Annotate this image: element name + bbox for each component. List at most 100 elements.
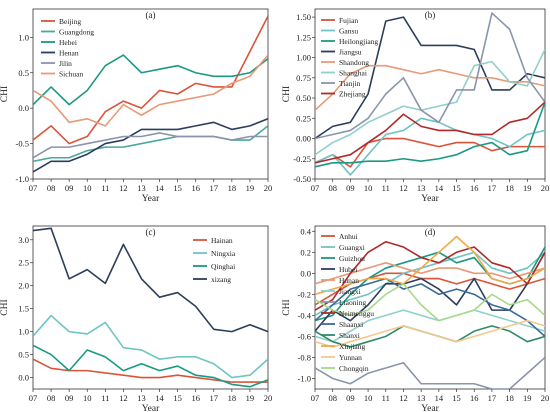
series-line-zhejiang	[315, 101, 545, 164]
y-tick-label: 0.4	[300, 226, 311, 236]
y-tick-label: -0.8	[298, 352, 311, 362]
x-tick-label: 15	[452, 183, 461, 193]
y-tick-label: 0.0	[18, 103, 29, 113]
series-line-qinghai	[33, 344, 268, 388]
x-tick-label: 17	[210, 393, 219, 403]
panel-b: (b) 07 08 09 10 11 12 13 14 15 16 17 18 19 20 -0.50 -0.2…	[282, 8, 549, 204]
x-tick-label: 08	[47, 393, 56, 403]
legend-label: Jiangxi	[339, 287, 361, 296]
series-line-chongqin	[315, 283, 545, 322]
series-line-liaoning	[315, 356, 545, 389]
x-tick-label: 11	[101, 183, 109, 193]
x-tick-label: 08	[47, 183, 56, 193]
legend-label: Tianjin	[339, 79, 361, 88]
y-tick-label: -0.2	[298, 289, 311, 299]
x-tick-label: 20	[264, 183, 273, 193]
x-tick-label: 13	[137, 393, 146, 403]
x-tick-label: 20	[264, 393, 273, 403]
panel-label: (c)	[146, 227, 156, 237]
legend-label: Neimenggu	[339, 309, 374, 318]
x-tick-label: 10	[83, 183, 92, 193]
y-tick-label: -0.25	[293, 154, 311, 164]
x-tick-label: 11	[101, 393, 109, 403]
legend-label: Heilongjiang	[339, 37, 378, 46]
x-tick-label: 15	[452, 393, 461, 403]
series-line-tianjin	[315, 12, 545, 140]
x-tick-label: 08	[328, 183, 337, 193]
y-tick-label: -1.0	[298, 373, 311, 383]
x-tick-label: 12	[399, 393, 408, 403]
series-group	[33, 15, 268, 173]
y-tick-label: 1.50	[296, 12, 311, 22]
x-tick-label: 14	[155, 183, 164, 193]
series-group	[33, 227, 268, 388]
y-axis-title: CHI	[0, 86, 10, 102]
series-line-yunnan	[315, 319, 545, 348]
legend-label: Jiangsu	[339, 47, 362, 56]
panel-label: (b)	[425, 10, 436, 20]
legend-label: Beijing	[59, 17, 81, 26]
y-tick-label: 1.5	[18, 304, 29, 314]
x-tick-label: 16	[470, 393, 479, 403]
series-line-jilin	[33, 132, 268, 159]
legend-label: Chongqin	[339, 364, 369, 373]
y-tick-label: 2.0	[18, 281, 29, 291]
x-axis-title: Year	[421, 404, 439, 412]
x-tick-label: 10	[83, 393, 92, 403]
y-tick-label: -0.4	[298, 310, 312, 320]
panel-a: (a) 07 08 09 10 11 12 13 14 15 16 17 18 19 20 -1.0 -0.5 0…	[0, 8, 273, 204]
panel-label: (a)	[146, 10, 156, 20]
legend-label: Hubei	[339, 265, 357, 274]
x-tick-label: 17	[488, 393, 497, 403]
y-tick-label: 0.25	[296, 113, 311, 123]
x-tick-label: 09	[65, 393, 74, 403]
legend-label: Xinjiang	[339, 342, 365, 351]
x-tick-label: 09	[65, 183, 74, 193]
x-axis-title: Year	[421, 194, 439, 204]
x-tick-label: 18	[505, 183, 514, 193]
series-group	[315, 12, 545, 176]
y-tick-label: -0.5	[16, 139, 29, 149]
y-tick-label: -0.6	[298, 331, 311, 341]
x-tick-label: 16	[191, 393, 200, 403]
series-group	[315, 235, 545, 389]
legend-label: Ningxia	[211, 249, 236, 258]
y-tick-label: -1.0	[16, 174, 29, 184]
series-line-hebei	[33, 54, 268, 106]
legend-label: Guangdong	[59, 27, 94, 36]
x-tick-label: 08	[328, 393, 337, 403]
y-tick-label: 0.00	[296, 134, 311, 144]
x-tick-label: 19	[523, 393, 532, 403]
y-tick-label: 1.25	[296, 32, 311, 42]
series-line-hainan	[33, 358, 268, 383]
series-line-shanghai	[315, 49, 545, 156]
panel-label: (d)	[425, 227, 436, 237]
x-tick-label: 12	[119, 183, 128, 193]
plot-frame	[314, 225, 546, 390]
series-line-jiangsu	[315, 16, 545, 140]
series-line-henan	[33, 118, 268, 173]
series-line-jiangxi	[315, 309, 545, 343]
plot-frame	[32, 225, 269, 390]
legend-label: Guizhou	[339, 254, 365, 263]
series-line-guangxi	[315, 251, 545, 317]
x-tick-label: 07	[29, 183, 38, 193]
y-axis-title: CHI	[0, 299, 10, 315]
x-tick-label: 14	[155, 393, 164, 403]
legend-label: Shanxi	[339, 331, 360, 340]
x-tick-label: 10	[364, 393, 373, 403]
plot-frame	[32, 8, 269, 180]
x-axis-title: Year	[142, 404, 160, 412]
plot-frame	[314, 8, 546, 180]
legend-label: Shandong	[339, 58, 369, 67]
series-line-shaanxi	[315, 277, 545, 338]
x-tick-label: 13	[417, 183, 426, 193]
legend: Anhui Guangxi Guizhou Hubei Hunan Jiangxi Liao…	[321, 232, 374, 373]
legend-label: Qinghai	[211, 262, 235, 271]
y-tick-label: 0.75	[296, 73, 311, 83]
x-tick-label: 15	[173, 393, 182, 403]
x-tick-label: 10	[364, 183, 373, 193]
